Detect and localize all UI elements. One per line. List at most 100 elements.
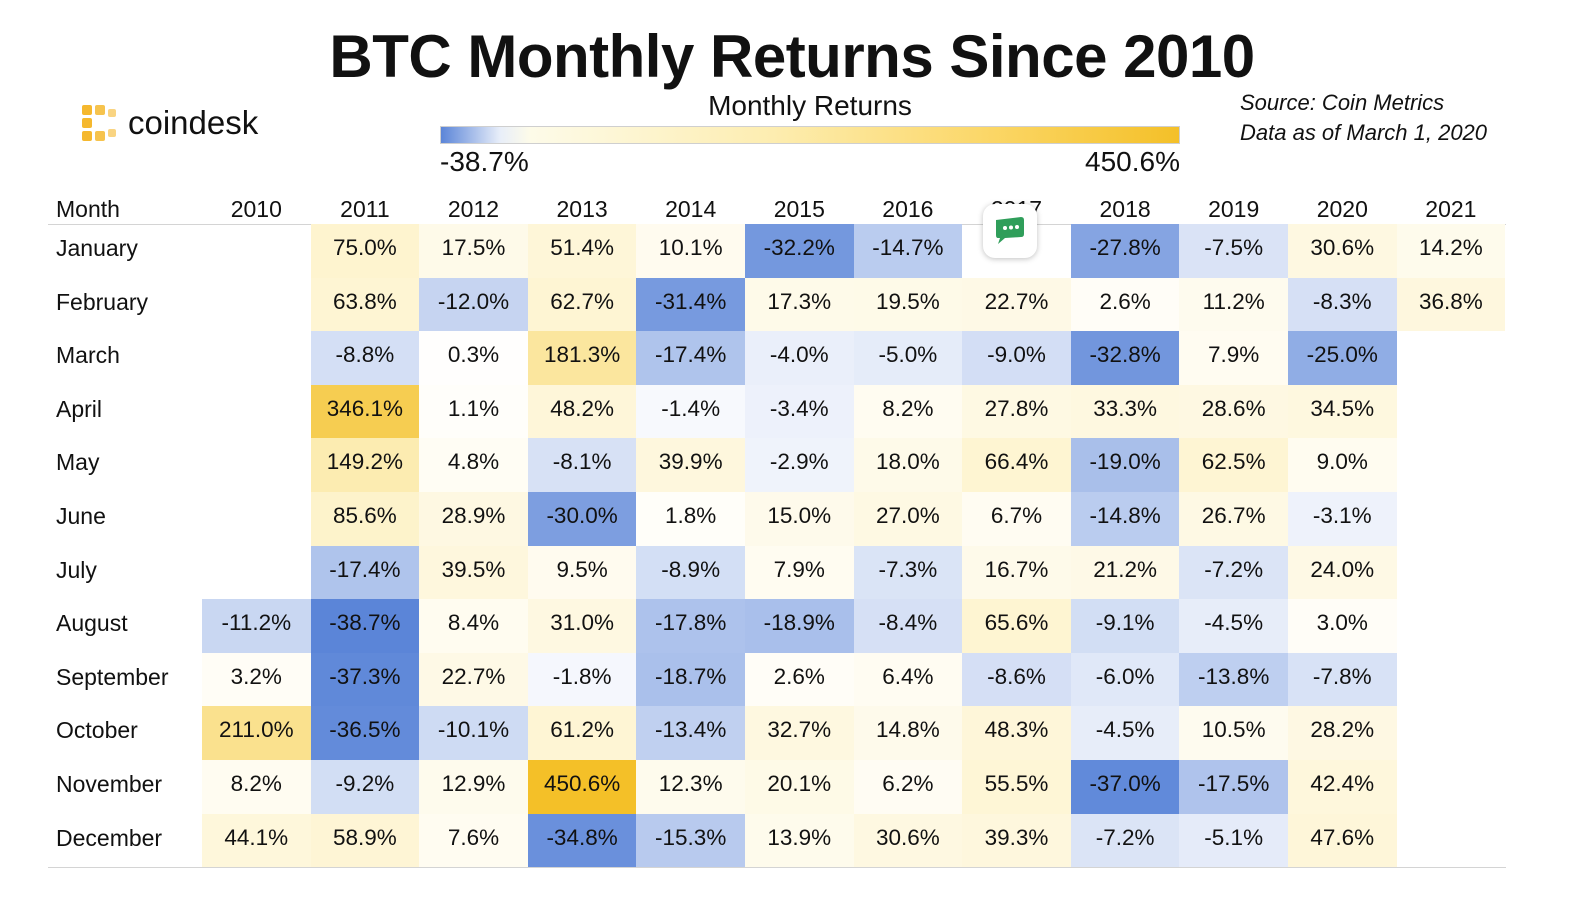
return-cell: 31.0% — [527, 599, 637, 653]
return-cell: 7.9% — [1179, 331, 1288, 385]
return-cell: -36.5% — [310, 706, 420, 760]
return-cell: 17.5% — [419, 224, 528, 278]
year-header-2018: 2018 — [1099, 196, 1151, 222]
return-cell: -13.8% — [1179, 652, 1288, 707]
return-cell: -8.8% — [310, 331, 420, 385]
return-cell: -8.3% — [1288, 277, 1397, 332]
return-cell: 181.3% — [527, 331, 637, 385]
return-cell: 16.7% — [962, 545, 1071, 600]
month-label: March — [56, 342, 120, 369]
return-cell: 48.3% — [962, 706, 1071, 760]
return-cell: -32.8% — [1070, 331, 1180, 385]
return-cell: -12.0% — [419, 277, 528, 332]
return-cell: 55.5% — [962, 760, 1071, 814]
year-header-2016: 2016 — [882, 196, 934, 222]
return-cell: 44.1% — [202, 813, 311, 868]
return-cell: -32.2% — [745, 224, 854, 278]
return-cell: 8.2% — [202, 760, 311, 814]
year-header-2021: 2021 — [1425, 196, 1477, 222]
year-header-2015: 2015 — [773, 196, 825, 222]
return-cell: 22.7% — [419, 652, 528, 707]
table-row: July -17.4% 39.5% 9.5% -8.9% 7.9% -7.3% 16.7% 21… — [48, 545, 1506, 600]
return-cell: 28.2% — [1288, 706, 1397, 760]
month-label: July — [56, 556, 97, 583]
return-cell: -17.4% — [636, 331, 745, 385]
return-cell: 30.6% — [853, 813, 963, 868]
scale-max-label: 450.6% — [1085, 146, 1180, 177]
return-cell: -1.4% — [636, 384, 745, 439]
month-label: May — [56, 449, 100, 476]
return-cell: -14.8% — [1070, 492, 1180, 546]
return-cell: -18.9% — [745, 599, 854, 653]
return-cell: 65.6% — [962, 599, 1071, 653]
return-cell: 2.6% — [745, 652, 854, 707]
return-cell: 4.8% — [419, 438, 528, 492]
return-cell: 14.2% — [1396, 224, 1506, 278]
return-cell: -18.7% — [636, 652, 745, 707]
return-cell: 28.6% — [1179, 384, 1288, 439]
return-cell: 62.7% — [527, 277, 637, 332]
return-cell: -13.4% — [636, 706, 745, 760]
return-cell: 85.6% — [310, 492, 420, 546]
return-cell: 9.0% — [1288, 438, 1397, 492]
month-label: June — [56, 503, 106, 529]
source-note: Source: Coin Metrics Data as of March 1,… — [1240, 88, 1487, 148]
return-cell: 15.0% — [745, 492, 854, 546]
return-cell: 10.5% — [1179, 706, 1288, 760]
month-label: January — [56, 235, 138, 261]
coindesk-logo: coindesk — [82, 104, 258, 142]
return-cell: -37.3% — [310, 652, 420, 707]
month-label: April — [56, 395, 103, 422]
return-cell: -27.8% — [1070, 224, 1180, 278]
return-cell: 48.2% — [527, 384, 637, 439]
coindesk-logo-icon — [82, 105, 116, 141]
return-cell: 33.3% — [1070, 384, 1180, 439]
return-cell: 6.2% — [853, 760, 963, 814]
return-cell: 13.9% — [745, 813, 854, 868]
return-cell: -7.3% — [853, 545, 963, 600]
table-row: April 346.1% 1.1% 48.2% -1.4% -3.4% 8.2% 27.8% 3… — [48, 384, 1506, 439]
return-cell: 63.8% — [310, 277, 420, 332]
month-label: August — [56, 610, 128, 637]
return-cell: -7.8% — [1288, 652, 1397, 707]
year-header-2020: 2020 — [1316, 196, 1368, 222]
return-cell: -4.5% — [1070, 706, 1180, 760]
return-cell: 75.0% — [310, 224, 420, 278]
return-cell: 26.7% — [1179, 492, 1288, 546]
return-cell: 450.6% — [527, 760, 637, 814]
year-header-2011: 2011 — [340, 196, 390, 222]
return-cell: 149.2% — [310, 438, 420, 492]
year-header-2019: 2019 — [1208, 196, 1260, 222]
return-cell: -37.0% — [1070, 760, 1180, 814]
chat-bubble-icon[interactable] — [983, 204, 1037, 258]
return-cell: 51.4% — [527, 224, 637, 278]
return-cell: -17.5% — [1179, 760, 1288, 814]
return-cell: 24.0% — [1288, 545, 1397, 600]
return-cell: -8.9% — [636, 545, 745, 600]
source-line: Source: Coin Metrics — [1240, 90, 1445, 115]
month-label: September — [56, 663, 169, 690]
data-date-line: Data as of March 1, 2020 — [1240, 120, 1488, 145]
return-cell: 8.4% — [419, 599, 528, 653]
return-cell: 21.2% — [1070, 545, 1180, 600]
return-cell: -1.8% — [527, 652, 637, 707]
table-header: Month 2010201120122013201420152016201720… — [48, 194, 1506, 225]
table-row: November 8.2% -9.2% 12.9% 450.6% 12.3% 20.1% 6.… — [48, 760, 1506, 814]
return-cell: 3.0% — [1288, 599, 1397, 653]
return-cell: 1.8% — [636, 492, 745, 546]
return-cell: -9.0% — [962, 331, 1071, 385]
return-cell: 66.4% — [962, 438, 1071, 492]
scale-min-label: -38.7% — [440, 146, 529, 177]
year-header-2012: 2012 — [447, 196, 500, 222]
table-row: October 211.0% -36.5% -10.1% 61.2% -13.4% 32.7… — [48, 706, 1506, 760]
return-cell: 9.5% — [527, 545, 637, 600]
return-cell: 27.8% — [962, 384, 1071, 439]
return-cell: 32.7% — [745, 706, 854, 760]
return-cell: 19.5% — [853, 277, 963, 332]
return-cell: -14.7% — [853, 224, 963, 278]
return-cell: -38.7% — [310, 599, 420, 653]
return-cell: -17.4% — [310, 545, 420, 600]
return-cell: 12.3% — [636, 760, 745, 814]
table-row: January 75.0% 17.5% 51.4% 10.1% -32.2% -14.7% -… — [48, 224, 1506, 278]
return-cell: -4.0% — [745, 331, 854, 385]
